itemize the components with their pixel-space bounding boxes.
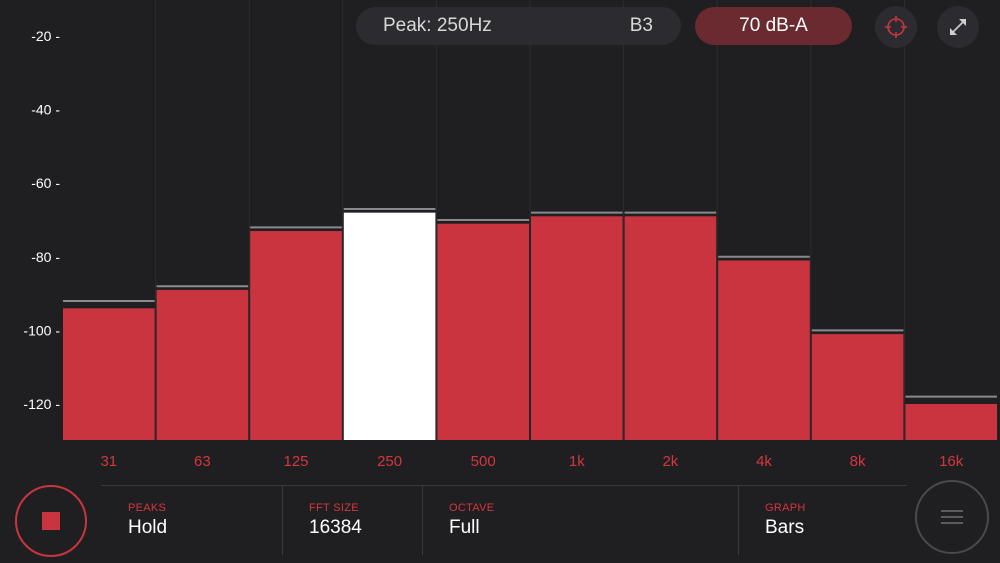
bottom-toolbar: PEAKS Hold FFT SIZE 16384 OCTAVE Full GR… bbox=[0, 470, 1000, 563]
x-tick-label: 4k bbox=[756, 453, 772, 470]
spectrum-chart: -20 - -40 - -60 - -80 - -100 - -120 - 31 63 125 2… bbox=[23, 0, 997, 470]
fft-size-title: FFT SIZE bbox=[309, 502, 359, 514]
fft-size-setting[interactable]: FFT SIZE 16384 bbox=[282, 485, 422, 555]
graph-value: Bars bbox=[765, 517, 805, 538]
peaks-value: Hold bbox=[128, 517, 168, 538]
peak-frequency-label: Peak: 250Hz bbox=[383, 15, 492, 36]
expand-button[interactable] bbox=[937, 6, 979, 48]
x-tick-label: 250 bbox=[377, 453, 402, 470]
bar-8k bbox=[811, 334, 904, 440]
bar-125 bbox=[250, 231, 342, 440]
bar-4k bbox=[718, 260, 810, 440]
y-tick-label: -60 - bbox=[31, 175, 60, 191]
octave-title: OCTAVE bbox=[449, 502, 495, 514]
bar-31 bbox=[63, 308, 155, 440]
graph-setting[interactable]: GRAPH Bars bbox=[738, 485, 907, 555]
bar-16k bbox=[905, 404, 997, 440]
peak-note-label: B3 bbox=[629, 15, 653, 36]
settings-panel bbox=[101, 485, 907, 555]
peak-readout: Peak: 250Hz B3 bbox=[356, 7, 681, 45]
bar-1k bbox=[531, 216, 623, 440]
y-tick-label: -100 - bbox=[23, 322, 60, 338]
x-tick-label: 63 bbox=[194, 453, 211, 470]
db-level-button[interactable]: 70 dB-A bbox=[695, 7, 852, 45]
y-tick-label: -40 - bbox=[31, 102, 60, 118]
x-tick-label: 500 bbox=[471, 453, 496, 470]
hamburger-menu-icon bbox=[941, 510, 963, 524]
y-tick-label: -20 - bbox=[31, 28, 60, 44]
bar-500 bbox=[437, 223, 529, 440]
y-tick-label: -80 - bbox=[31, 249, 60, 265]
y-tick-label: -120 - bbox=[23, 396, 60, 412]
x-tick-label: 1k bbox=[569, 453, 585, 470]
crosshair-button[interactable] bbox=[875, 6, 917, 48]
expand-icon bbox=[950, 19, 966, 35]
divider bbox=[738, 485, 739, 555]
peaks-setting[interactable]: PEAKS Hold bbox=[101, 485, 282, 555]
octave-value: Full bbox=[449, 517, 480, 538]
x-tick-label: 125 bbox=[283, 453, 308, 470]
divider bbox=[422, 485, 423, 555]
x-tick-label: 31 bbox=[100, 453, 117, 470]
crosshair-icon bbox=[885, 16, 907, 38]
bar-250 bbox=[343, 212, 436, 440]
octave-setting[interactable]: OCTAVE Full bbox=[422, 485, 738, 555]
divider bbox=[282, 485, 283, 555]
stop-icon bbox=[42, 512, 60, 530]
bar-63 bbox=[156, 289, 249, 440]
peaks-title: PEAKS bbox=[128, 502, 167, 514]
x-tick-label: 8k bbox=[850, 453, 866, 470]
x-tick-label: 2k bbox=[662, 453, 678, 470]
stop-button[interactable] bbox=[15, 485, 87, 557]
bar-2k bbox=[624, 216, 717, 440]
fft-size-value: 16384 bbox=[309, 517, 362, 538]
graph-title: GRAPH bbox=[765, 502, 806, 514]
x-tick-label: 16k bbox=[939, 453, 964, 470]
menu-button[interactable] bbox=[915, 480, 989, 554]
